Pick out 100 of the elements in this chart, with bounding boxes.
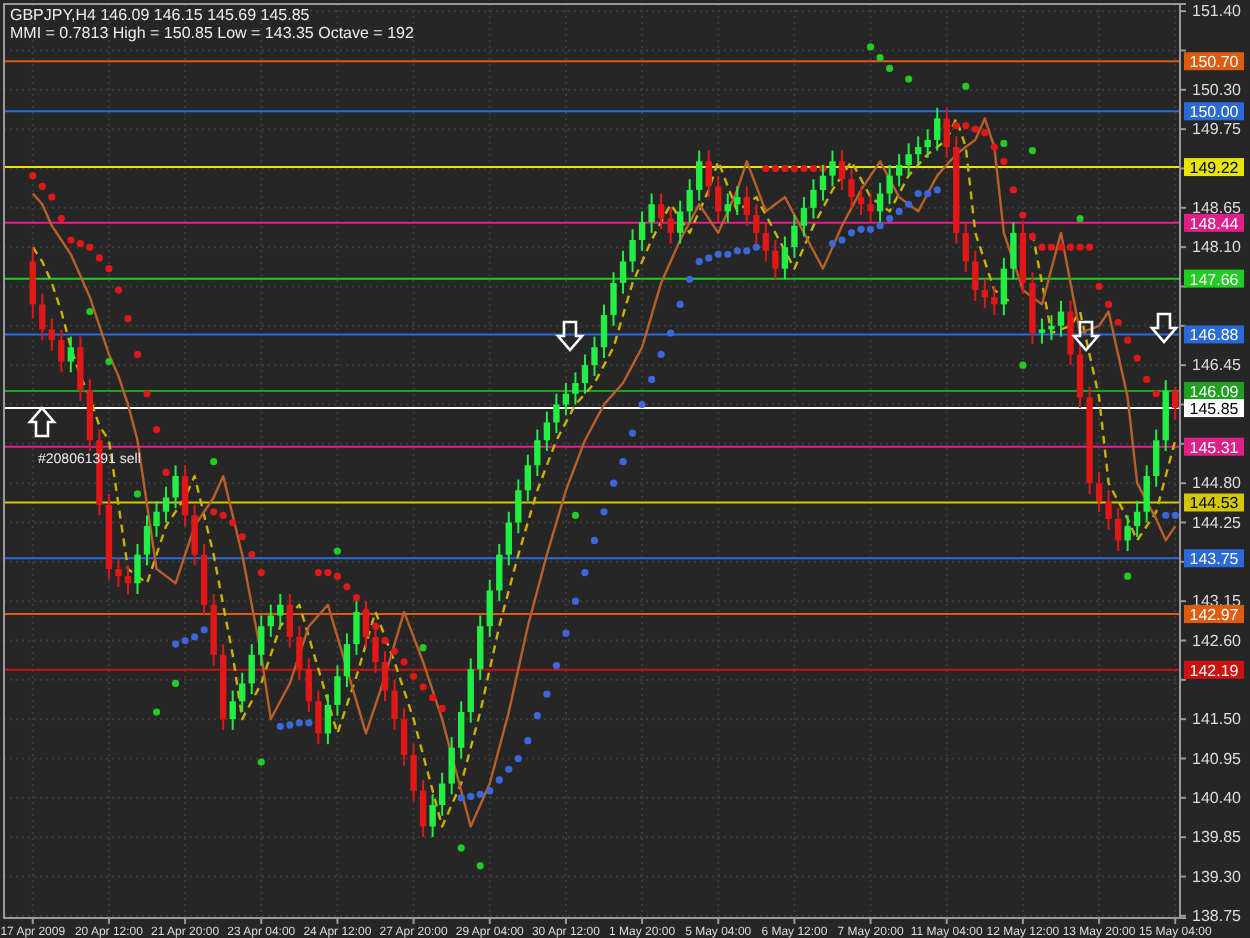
chart-title: GBPJPY,H4 146.09 146.15 145.69 145.85 [10,6,311,24]
point [857,225,865,233]
candlestick [1105,489,1112,531]
point [962,82,970,90]
point [876,54,884,62]
y-tick-label: 140.40 [1192,788,1243,807]
point [705,254,713,262]
candlestick [438,771,446,817]
candlestick [1057,299,1065,338]
point [467,792,475,801]
point [847,229,856,237]
candlestick [1067,299,1074,367]
candlestick [838,149,846,191]
y-tick-label: 140.95 [1192,749,1243,768]
candlestick [419,778,427,839]
point [133,490,142,498]
candlestick [1038,317,1046,345]
point [743,247,751,255]
candlestick [467,657,474,724]
candlestick [848,167,855,209]
point [286,721,294,729]
y-tick-label: 139.30 [1192,867,1243,886]
candlestick [867,192,874,224]
candlestick [486,578,493,638]
point [866,43,875,51]
candlestick [810,178,817,220]
candlestick [286,593,294,649]
candlestick [619,249,627,295]
point [514,754,522,763]
ref-line-label: 150.00 [1189,103,1240,122]
candlestick [1076,342,1084,410]
candlestick [267,603,274,638]
point [457,844,465,852]
candlestick [791,213,798,259]
candlestick [772,239,779,281]
ref-line-label: 146.88 [1189,326,1240,345]
candlestick [781,235,789,281]
candlestick [591,335,598,377]
candlestick [1048,314,1055,342]
candlestick [534,428,541,478]
candlestick [914,135,922,166]
candlestick [77,335,84,402]
candlestick [572,371,579,406]
candlestick [886,163,893,206]
candlestick [743,185,751,227]
candlestick [715,174,722,224]
candlestick [857,185,865,216]
candlestick [39,292,46,342]
point [638,400,646,409]
ref-line-label: 145.85 [1189,400,1240,419]
candlestick [1114,507,1122,553]
candlestick [972,249,979,302]
point [886,214,894,223]
candlestick [696,149,703,202]
candlestick [448,736,455,796]
candlestick [543,410,551,452]
candlestick [258,614,265,667]
text: MMI = 0.7813 High = 150.85 Low = 143.35 Octave = 192 [10,24,415,42]
candlestick [991,285,998,317]
point [866,225,875,233]
candlestick [734,185,741,216]
candlestick [334,664,341,717]
candlestick [162,485,170,524]
point [210,458,218,466]
candlestick [981,278,989,309]
candlestick [324,693,332,746]
point [733,247,741,255]
point [276,722,284,730]
candlestick [29,246,36,320]
point [105,357,113,366]
candlestick [400,707,408,767]
point [562,629,570,637]
candlestick [924,128,931,159]
candlestick [505,510,512,567]
candlestick [657,192,665,231]
ref-line-label: 147.66 [1189,270,1240,289]
point [695,257,703,266]
point [628,429,637,437]
candlestick [124,564,132,596]
point [171,640,180,648]
candlestick [239,671,246,714]
candlestick [724,192,731,224]
candlestick [172,464,179,510]
point [933,186,941,194]
point [724,250,732,258]
point [295,719,303,727]
point [657,350,665,359]
point [619,458,627,466]
point [686,275,694,283]
candlestick [638,210,646,252]
candlestick [962,221,969,274]
point [200,626,208,634]
candlestick [391,678,398,731]
ref-line-label: 142.19 [1189,661,1240,680]
candlestick [648,192,655,234]
candlestick [457,700,465,760]
candlestick [48,317,55,352]
y-tick-label: 144.25 [1192,513,1243,532]
candlestick [315,689,322,746]
point [828,239,837,248]
